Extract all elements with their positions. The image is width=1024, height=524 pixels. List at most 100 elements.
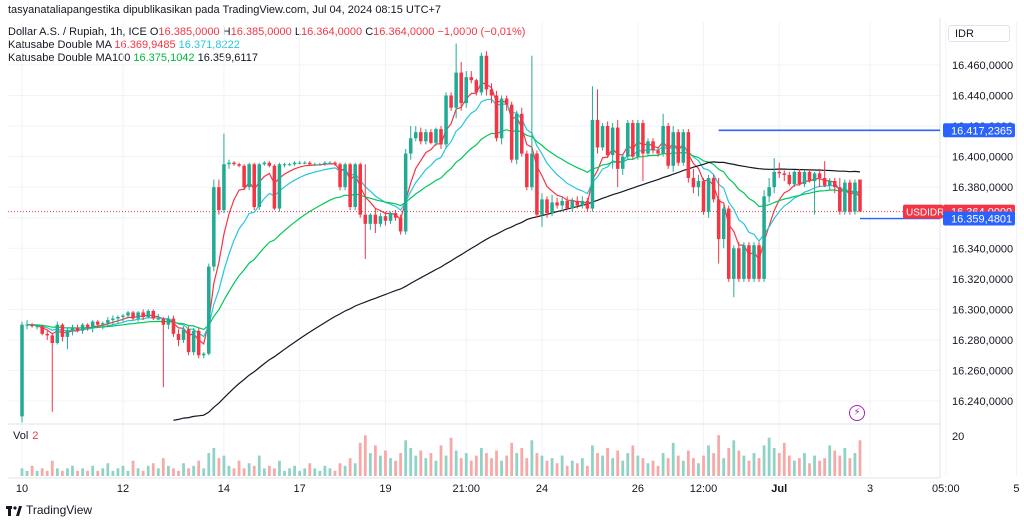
candle-body [333, 162, 337, 165]
symbol-tag-bg [903, 204, 943, 219]
candle-body [328, 162, 332, 164]
candle-body [196, 330, 201, 356]
volume-bar [348, 458, 352, 476]
volume-bar [798, 458, 801, 476]
candle [35, 324, 39, 330]
candle [832, 177, 837, 194]
candle [520, 107, 524, 157]
candle-body [535, 153, 539, 215]
volume-bar [121, 465, 125, 476]
price-tick-label: 16.340,0000 [952, 243, 1013, 255]
candle [752, 242, 756, 282]
ma1-row[interactable]: Katusabe Double MA 16.369,9485 16.371,82… [8, 39, 240, 51]
time-tick-label: 24 [536, 483, 548, 495]
price-tick-label: 16.240,0000 [952, 396, 1013, 408]
candle-body [620, 156, 625, 169]
candle [509, 101, 514, 163]
candle [40, 324, 44, 336]
candle-body [701, 181, 706, 212]
candle [696, 174, 701, 197]
volume-bar [172, 468, 175, 476]
volume-bar [126, 470, 130, 476]
candle [626, 119, 630, 160]
candle-body [272, 165, 277, 209]
volume-axis-label: 20 [952, 431, 964, 443]
candle [439, 126, 443, 149]
candle-body [772, 171, 776, 188]
volume-label[interactable]: Vol 2 [13, 430, 38, 442]
volume-bar [66, 468, 69, 476]
price-tick-label: 16.380,0000 [952, 182, 1013, 194]
candle [277, 162, 282, 212]
candle-body [832, 181, 837, 188]
candle [555, 197, 559, 209]
time-tick-label: 12:00 [690, 483, 718, 495]
volume-bar [207, 453, 211, 476]
ma-mid-line [26, 98, 861, 338]
candle [858, 179, 862, 212]
candle-body [464, 77, 469, 104]
candle [737, 242, 741, 282]
high-label: H [222, 26, 231, 38]
time-tick-label: 21:00 [452, 483, 480, 495]
ma2-row[interactable]: Katusabe Double MA100 16.375,1042 16.359… [8, 52, 258, 64]
candle [166, 315, 171, 330]
volume-bar [429, 453, 433, 476]
candle [661, 113, 665, 157]
candle [595, 89, 600, 154]
candle [762, 190, 766, 282]
candle [237, 162, 241, 168]
volume-bar [439, 445, 443, 476]
candle-body [737, 248, 741, 279]
candle-body [459, 72, 463, 104]
candle [716, 177, 721, 264]
volume-bar [803, 453, 806, 476]
candle-body [479, 55, 484, 93]
candle-body [509, 104, 514, 160]
open-label: O [149, 26, 159, 38]
volume-bar [641, 458, 645, 476]
candle [282, 162, 287, 168]
candle-body [388, 213, 393, 221]
candle [106, 317, 110, 327]
candle [434, 127, 438, 146]
volume-bars [20, 435, 862, 476]
candle-body [706, 177, 711, 212]
symbol-name[interactable]: Dollar A.S. / Rupiah, 1h, ICE [8, 26, 147, 38]
volume-bar [338, 463, 342, 476]
footer-brand[interactable]: TradingView [6, 503, 92, 517]
candle-body [287, 164, 292, 166]
candle [70, 324, 75, 336]
volume-bar [828, 445, 832, 476]
price-tag-bg [943, 211, 1015, 226]
volume-bar [283, 470, 286, 476]
candle [827, 177, 832, 191]
volume-bar [161, 458, 165, 476]
candle-body [646, 141, 650, 154]
candle-body [732, 248, 736, 279]
volume-bar [141, 470, 145, 476]
candle [252, 162, 256, 211]
candle-body [413, 132, 418, 139]
candle-body [126, 312, 130, 316]
volume-bar [262, 468, 266, 476]
volume-bar [479, 447, 483, 476]
volume-bar [666, 458, 670, 476]
candle [90, 320, 95, 333]
candle [499, 95, 504, 145]
candle [313, 162, 317, 166]
currency-selector[interactable]: IDR [948, 25, 1010, 42]
candle-body [575, 200, 580, 206]
candle [641, 119, 645, 182]
time-tick-label: 12 [117, 483, 129, 495]
volume-bar [838, 455, 842, 476]
candle [711, 174, 716, 203]
candle-body [631, 122, 635, 157]
candle [126, 310, 130, 319]
volume-bar [636, 455, 640, 476]
candle-body [696, 181, 701, 188]
lightning-icon[interactable]: ⚡ [849, 405, 865, 421]
volume-bar [111, 470, 115, 476]
candle-body [802, 171, 807, 185]
